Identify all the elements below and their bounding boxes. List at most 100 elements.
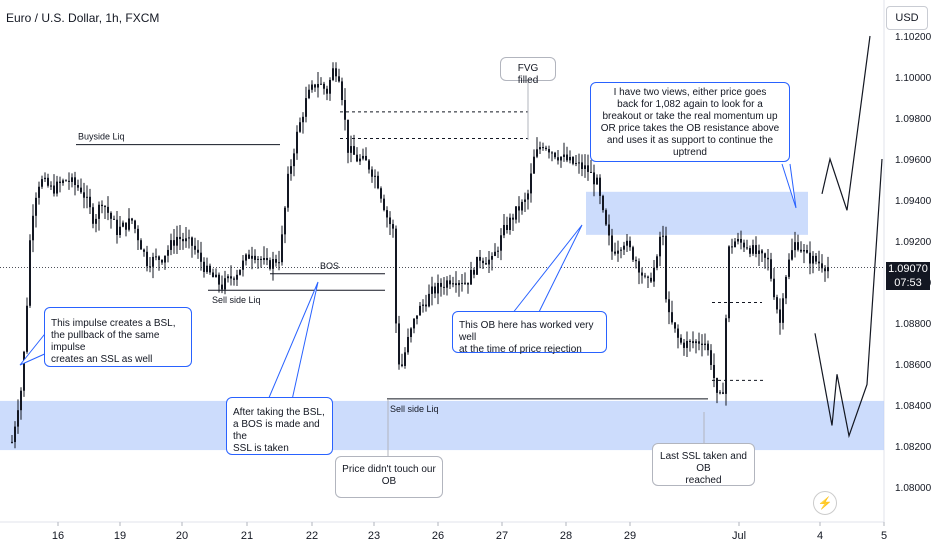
candle-body	[275, 259, 277, 263]
candle-body	[773, 278, 775, 298]
annotation-line: OR price takes the OB resistance above	[600, 123, 780, 134]
candle-body	[260, 258, 262, 260]
candle-body	[266, 257, 268, 261]
candle-body	[794, 242, 796, 251]
candle-body	[476, 256, 478, 275]
candle-body	[488, 259, 490, 265]
candle-body	[320, 83, 322, 85]
candle-body	[809, 252, 811, 264]
candle-body	[779, 309, 781, 323]
candle-body	[635, 259, 637, 262]
candle-body	[548, 149, 550, 153]
candle-body	[155, 256, 157, 258]
candle-body	[536, 149, 538, 157]
projection-path	[814, 158, 883, 439]
candle-body	[818, 261, 820, 264]
candle-body	[425, 304, 427, 307]
candle-body	[365, 155, 367, 161]
candle-body	[719, 392, 721, 394]
candle-body	[392, 224, 394, 229]
candle-body	[731, 246, 733, 248]
candle-body	[662, 235, 664, 237]
candle-body	[131, 218, 133, 221]
candle-body	[650, 277, 652, 282]
candle-body	[254, 255, 256, 260]
candle-body	[416, 315, 418, 319]
candle-body	[518, 206, 520, 211]
candle-body	[344, 100, 346, 120]
candle-body	[482, 260, 484, 264]
candle-body	[551, 152, 553, 154]
candle-body	[308, 89, 310, 99]
candle-body	[209, 265, 211, 273]
candle-body	[572, 156, 574, 164]
candle-body	[455, 283, 457, 286]
candle-body	[542, 147, 544, 149]
candle-body	[332, 68, 334, 80]
candle-body	[194, 245, 196, 250]
candle-body	[11, 441, 13, 443]
candle-body	[227, 276, 229, 279]
candle-body	[413, 318, 415, 329]
candle-body	[125, 222, 127, 230]
candle-body	[602, 195, 604, 211]
annotation-ob-worked: This OB here has worked very well at the…	[452, 311, 607, 355]
candle-body	[113, 218, 115, 220]
candle-body	[566, 154, 568, 161]
candle-body	[545, 147, 547, 150]
candle-body	[32, 215, 34, 241]
time-tick-label: 28	[560, 530, 572, 542]
candle-body	[323, 83, 325, 89]
candle-body	[233, 278, 235, 280]
candle-body	[617, 250, 619, 254]
candle-body	[140, 240, 142, 250]
liquidity-level-label: Buyside Liq	[78, 132, 125, 142]
candle-body	[683, 342, 685, 348]
candle-body	[95, 218, 97, 224]
price-tick-label: 1.09200	[895, 237, 932, 248]
candle-body	[26, 305, 28, 352]
candle-body	[806, 250, 808, 253]
candle-body	[494, 251, 496, 256]
candle-body	[245, 254, 247, 261]
time-tick-label: Jul	[732, 530, 746, 542]
price-tick-label: 1.09400	[895, 196, 932, 207]
candle-body	[242, 260, 244, 270]
candle-body	[710, 350, 712, 365]
annotation-line: at the time of price rejection	[459, 344, 582, 355]
candle-body	[800, 249, 802, 252]
candle-body	[398, 323, 400, 365]
price-tick-label: 1.08800	[895, 319, 932, 330]
candle-body	[734, 241, 736, 248]
candle-body	[797, 242, 799, 250]
time-tick-label: 16	[52, 530, 64, 542]
price-tick-label: 1.08000	[895, 483, 932, 494]
candle-body	[557, 157, 559, 161]
candle-body	[62, 180, 64, 184]
annotation-impulse: This impulse creates a BSL, the pullback…	[44, 307, 192, 367]
candle-body	[704, 343, 706, 346]
candle-body	[56, 181, 58, 194]
price-tick-label: 1.08400	[895, 401, 932, 412]
candle-body	[248, 254, 250, 259]
currency-button[interactable]: USD	[886, 6, 928, 30]
candle-body	[197, 249, 199, 253]
candle-body	[788, 259, 790, 277]
candle-body	[212, 272, 214, 278]
candle-body	[152, 256, 154, 267]
candle-body	[629, 240, 631, 248]
candle-body	[299, 122, 301, 132]
candle-body	[626, 240, 628, 246]
candle-body	[128, 218, 130, 230]
candle-body	[689, 340, 691, 342]
candle-body	[239, 269, 241, 275]
flash-icon[interactable]: ⚡	[813, 491, 837, 515]
candle-body	[464, 282, 466, 284]
candle-body	[272, 259, 274, 269]
candle-body	[713, 364, 715, 379]
candle-body	[179, 236, 181, 240]
candle-body	[653, 267, 655, 282]
time-axis[interactable]: 16 19 20 21 22 23 26 27 28 29 Jul 4 5	[52, 522, 887, 542]
symbol-title: Euro / U.S. Dollar, 1h, FXCM	[6, 11, 160, 25]
